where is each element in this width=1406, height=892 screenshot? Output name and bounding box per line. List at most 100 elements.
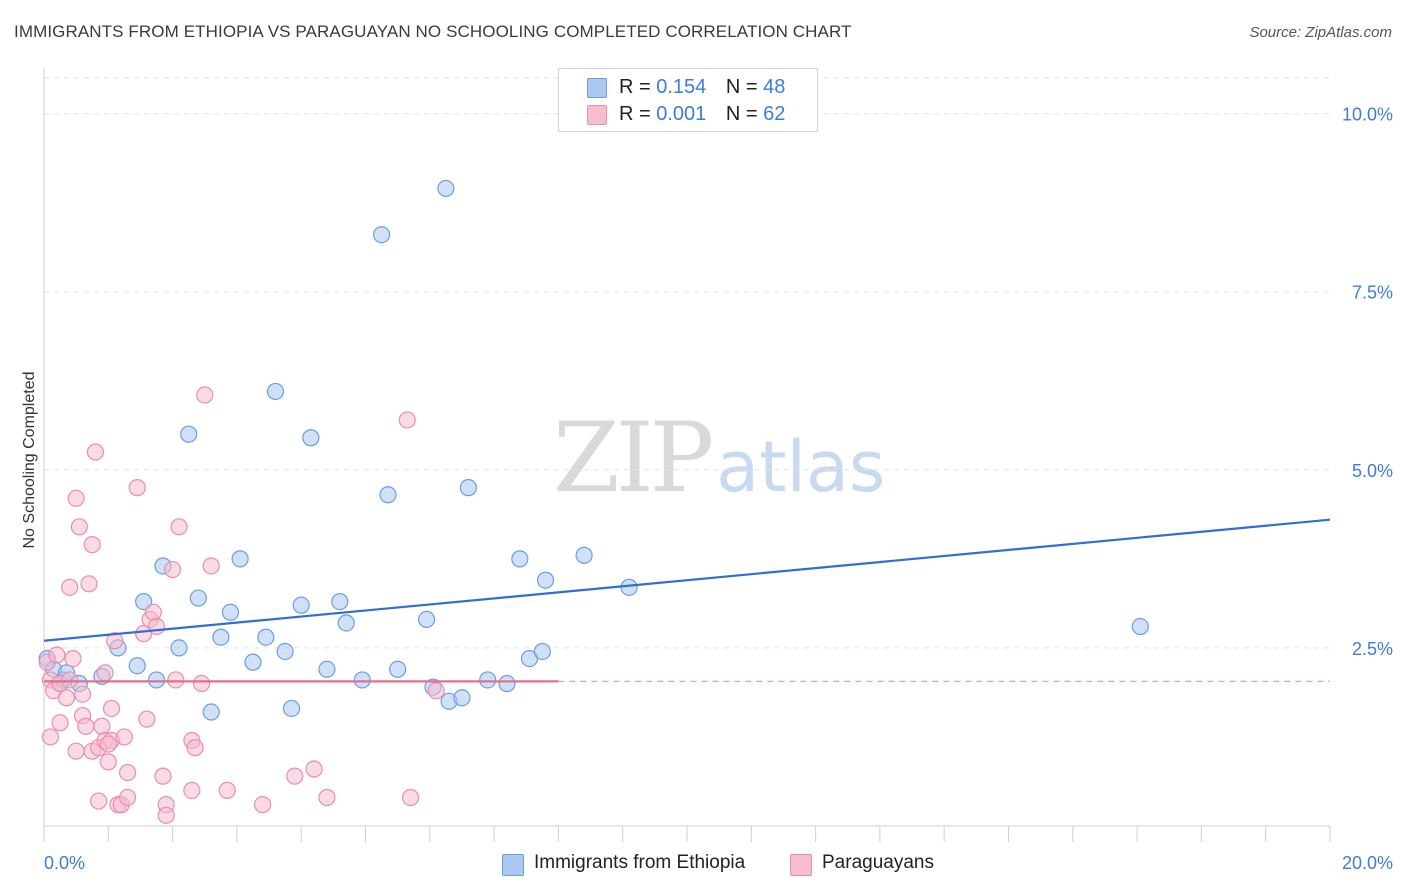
paraguayans-point xyxy=(164,560,182,579)
paraguayans-point xyxy=(167,671,185,689)
paraguayans-point xyxy=(254,796,272,814)
watermark: ZIPatlas xyxy=(553,402,885,514)
ethiopia-point xyxy=(170,639,188,657)
ethiopia-point xyxy=(212,628,230,646)
paraguayans-point xyxy=(144,603,162,621)
ethiopia-point xyxy=(417,610,436,629)
legend-n-value: 48 xyxy=(763,76,786,98)
ethiopia-point xyxy=(202,703,220,721)
ethiopia-point xyxy=(511,550,529,568)
ethiopia-point xyxy=(453,689,471,707)
paraguayans-point xyxy=(83,536,101,554)
y-tick-label: 7.5% xyxy=(1352,283,1393,303)
paraguayans-point xyxy=(157,806,175,824)
ethiopia-point xyxy=(337,614,355,632)
ethiopia-point xyxy=(389,660,407,678)
paraguayans-point xyxy=(305,760,323,778)
legend-r-value: 0.001 xyxy=(656,103,707,125)
ethiopia-point xyxy=(459,479,477,497)
ethiopia-point xyxy=(189,589,207,607)
paraguayans-point xyxy=(128,479,146,497)
ethiopia-trend-line xyxy=(43,518,1331,642)
ethiopia-point xyxy=(1131,617,1149,636)
bottom-legend-swatch-ethiopia xyxy=(502,854,524,876)
ethiopia-point xyxy=(520,649,539,668)
legend-r-value: 0.154 xyxy=(656,76,707,98)
x-tick-label: 20.0% xyxy=(1342,853,1393,873)
paraguayans-point xyxy=(99,735,117,753)
ethiopia-point xyxy=(257,628,275,646)
paraguayans-point xyxy=(135,625,153,643)
ethiopia-point xyxy=(498,674,516,693)
ethiopia-point xyxy=(231,550,249,568)
ethiopia-point xyxy=(244,653,262,671)
paraguayans-point xyxy=(93,717,111,735)
correlation-legend: R = 0.154 N = 48 R = 0.001 N = 62 xyxy=(558,68,818,132)
y-tick-label: 10.0% xyxy=(1342,105,1393,125)
ethiopia-point xyxy=(180,425,198,443)
paraguayans-point xyxy=(67,742,85,760)
ethiopia-point xyxy=(533,642,551,661)
paraguayans-point xyxy=(427,682,445,700)
paraguayans-point xyxy=(90,792,108,810)
paraguayans-point xyxy=(67,489,85,507)
source-credit: Source: ZipAtlas.com xyxy=(1249,24,1392,41)
y-tick-label: 2.5% xyxy=(1352,639,1393,659)
y-axis-label: No Schooling Completed xyxy=(21,372,38,549)
legend-r-label: R = xyxy=(619,76,651,98)
x-tick-label: 0.0% xyxy=(44,853,85,873)
paraguayans-point xyxy=(218,781,236,799)
watermark-atlas: atlas xyxy=(716,426,886,508)
paraguayans-point xyxy=(286,767,304,785)
legend-r-label: R = xyxy=(619,103,651,125)
ethiopia-point xyxy=(536,571,555,589)
paraguayans-point xyxy=(70,518,88,536)
legend-n-label: N = xyxy=(725,103,758,125)
ethiopia-point xyxy=(147,671,166,689)
paraguayans-point xyxy=(115,728,133,746)
ethiopia-point xyxy=(292,596,310,614)
paraguayans-point xyxy=(118,763,137,782)
ethiopia-point xyxy=(282,699,301,718)
paraguayans-point xyxy=(202,557,220,575)
paraguayans-point xyxy=(318,788,336,807)
paraguayans-point xyxy=(186,739,204,757)
bottom-legend-label-ethiopia: Immigrants from Ethiopia xyxy=(534,852,746,873)
ethiopia-point xyxy=(372,226,391,244)
ethiopia-point xyxy=(266,382,285,401)
legend-swatch-ethiopia xyxy=(587,78,607,98)
ethiopia-point xyxy=(135,592,153,611)
ethiopia-point xyxy=(302,429,320,447)
ethiopia-point xyxy=(437,179,455,198)
paraguayans-point xyxy=(192,674,211,693)
y-tick-label: 5.0% xyxy=(1352,461,1393,481)
paraguayans-point xyxy=(170,518,188,536)
paraguayans-point xyxy=(196,386,214,404)
paraguayans-point xyxy=(41,728,60,746)
ethiopia-point xyxy=(379,486,397,504)
ethiopia-point xyxy=(620,578,638,596)
ethiopia-point xyxy=(479,671,497,689)
legend-n-label: N = xyxy=(725,76,758,98)
paraguayans-point xyxy=(77,717,95,735)
watermark-zip: ZIP xyxy=(553,402,714,514)
paraguayans-point xyxy=(138,710,156,728)
paraguayans-point xyxy=(61,671,79,689)
paraguayans-point xyxy=(106,632,124,650)
paraguayans-point xyxy=(96,664,114,682)
bottom-legend-swatch-paraguayans xyxy=(790,854,812,876)
paraguayans-point xyxy=(147,617,166,636)
paraguayans-point xyxy=(51,714,69,732)
paraguayans-point xyxy=(86,443,105,461)
paraguayans-point xyxy=(398,411,416,429)
ethiopia-point xyxy=(575,546,593,564)
paraguayans-point xyxy=(102,699,121,718)
ethiopia-point xyxy=(128,657,146,675)
legend-swatch-paraguayans xyxy=(587,105,607,125)
paraguayans-point xyxy=(48,646,66,664)
paraguayans-point xyxy=(73,685,92,703)
paraguayans-point xyxy=(183,781,201,799)
paraguayans-point xyxy=(80,575,98,593)
ethiopia-point xyxy=(276,642,294,661)
paraguayans-point xyxy=(118,788,137,807)
